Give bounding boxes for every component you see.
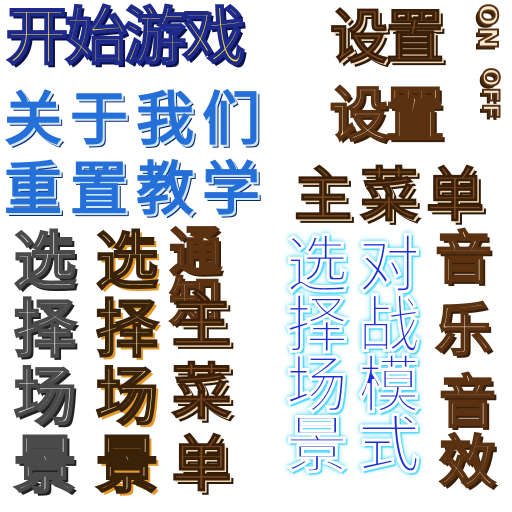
start-game-button[interactable]: 开始游戏 [5, 0, 246, 73]
settings-button[interactable]: 设置 [329, 3, 444, 71]
battle-mode-button[interactable]: 对战模式 [347, 232, 421, 473]
choose-scene-button-orange[interactable]: 选择场景 [84, 227, 159, 501]
sound-effect-button[interactable]: 音效 [429, 371, 496, 493]
main-menu-button-vertical[interactable]: 主菜单 [161, 288, 232, 505]
main-menu-button[interactable]: 主菜单 [293, 161, 493, 229]
choose-scene-button-gray[interactable]: 选择场景 [2, 227, 77, 501]
choose-scene-button-neon[interactable]: 选择场景 [275, 232, 349, 473]
music-button[interactable]: 音乐 [425, 227, 492, 373]
off-label: OFF [476, 67, 503, 121]
notice-button[interactable]: 通知 [159, 223, 221, 325]
about-us-button[interactable]: 关于我们 [4, 85, 269, 153]
on-label: ON [471, 3, 503, 51]
settings-button-alt[interactable]: 设置 [329, 81, 445, 149]
reset-tutorial-button[interactable]: 重置教学 [4, 155, 269, 223]
